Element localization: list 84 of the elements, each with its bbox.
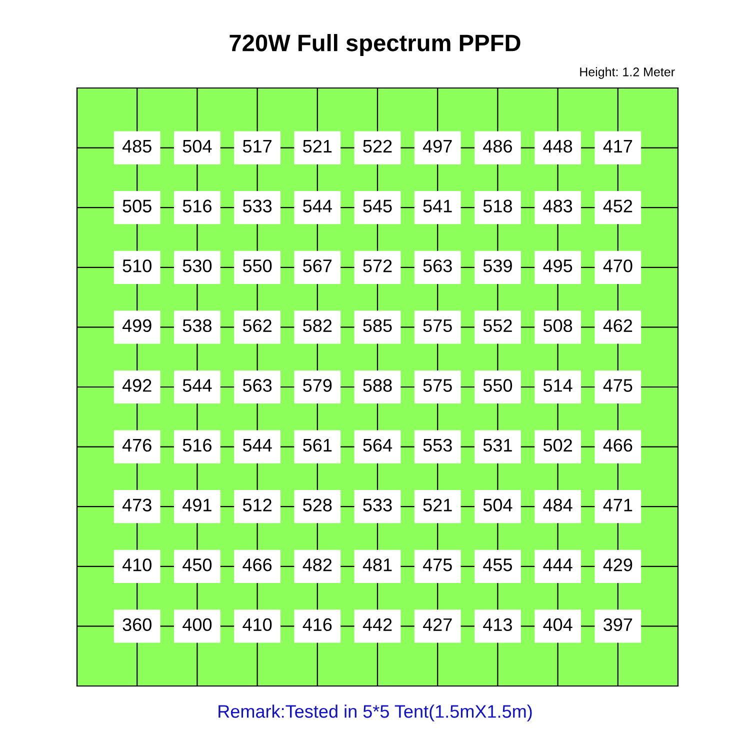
data-label: 531: [483, 438, 512, 452]
data-label: 452: [603, 200, 632, 212]
data-label: 470: [603, 259, 632, 272]
data-label: 585: [363, 319, 392, 332]
data-label: 473: [122, 498, 152, 512]
data-label: 575: [423, 379, 452, 392]
data-label: 521: [303, 140, 332, 153]
data-label: 416: [302, 618, 332, 632]
data-label: 562: [242, 319, 272, 332]
data-label: 553: [423, 438, 452, 452]
data-label: 561: [303, 438, 332, 452]
data-label: 544: [242, 439, 272, 452]
data-label: 516: [182, 438, 212, 452]
data-label: 521: [423, 498, 452, 512]
data-label: 455: [483, 558, 512, 572]
data-label: 575: [423, 319, 452, 332]
data-label: 505: [122, 200, 152, 212]
data-label: 462: [603, 319, 632, 332]
data-label: 492: [122, 379, 152, 392]
data-label: 466: [242, 558, 272, 572]
data-label: 499: [122, 319, 152, 332]
data-label: 518: [483, 200, 512, 212]
data-label: 522: [363, 140, 392, 153]
data-label: 448: [543, 140, 572, 153]
data-label: 483: [543, 200, 572, 212]
data-label: 564: [363, 438, 392, 452]
data-label: 481: [362, 558, 392, 572]
data-label: 552: [483, 319, 512, 332]
data-label: 582: [303, 319, 332, 332]
data-label: 579: [303, 379, 332, 392]
data-label: 485: [122, 140, 152, 153]
data-label: 504: [483, 498, 512, 512]
chart-subtitle: Height: 1.2 Meter: [580, 67, 675, 79]
data-label: 410: [242, 618, 272, 632]
data-label: 517: [242, 140, 272, 153]
data-label: 427: [422, 618, 452, 631]
data-label: 533: [363, 498, 392, 512]
data-label: 410: [122, 558, 152, 572]
data-label: 528: [303, 498, 332, 512]
data-label: 502: [543, 438, 572, 452]
data-label: 510: [122, 259, 152, 272]
data-label: 545: [363, 200, 392, 212]
data-label: 450: [182, 558, 212, 572]
data-label: 563: [242, 379, 272, 392]
data-label: 508: [543, 319, 572, 332]
data-label: 413: [483, 618, 512, 632]
data-label: 544: [182, 379, 212, 392]
data-label: 572: [363, 259, 392, 272]
data-label: 516: [182, 200, 212, 212]
data-label: 567: [303, 259, 332, 272]
data-label: 544: [303, 200, 332, 212]
data-label: 400: [182, 618, 212, 632]
data-label: 429: [603, 558, 632, 572]
data-label: 538: [182, 319, 212, 332]
data-label: 482: [302, 558, 332, 572]
chart-title: 720W Full spectrum PPFD: [230, 34, 520, 56]
data-label: 486: [483, 140, 512, 153]
data-label: 541: [423, 200, 452, 212]
data-label: 442: [362, 618, 392, 631]
data-label: 466: [603, 438, 632, 452]
data-label: 444: [543, 558, 572, 572]
data-label: 397: [604, 618, 632, 632]
data-label: 588: [363, 379, 392, 392]
data-label: 475: [603, 379, 632, 392]
data-label: 471: [603, 498, 632, 512]
data-label: 530: [182, 259, 212, 272]
data-label: 563: [423, 259, 452, 272]
data-label: 491: [182, 498, 212, 512]
data-label: 550: [242, 259, 272, 272]
data-label: 404: [543, 618, 572, 632]
data-label: 360: [122, 618, 152, 632]
data-label: 484: [543, 498, 572, 512]
data-label: 512: [242, 498, 272, 512]
data-label: 504: [182, 140, 212, 153]
data-label: 550: [483, 379, 512, 392]
data-label: 495: [543, 259, 572, 272]
data-label: 417: [603, 140, 632, 152]
data-label: 514: [543, 379, 572, 392]
data-label: 539: [483, 259, 512, 272]
data-label: 497: [422, 140, 452, 153]
data-label: 533: [242, 200, 272, 212]
text: Remark:Tested in 5*5 Tent(1.5mX1.5m): [218, 704, 532, 722]
data-label: 475: [422, 558, 452, 572]
data-label: 476: [122, 438, 152, 452]
